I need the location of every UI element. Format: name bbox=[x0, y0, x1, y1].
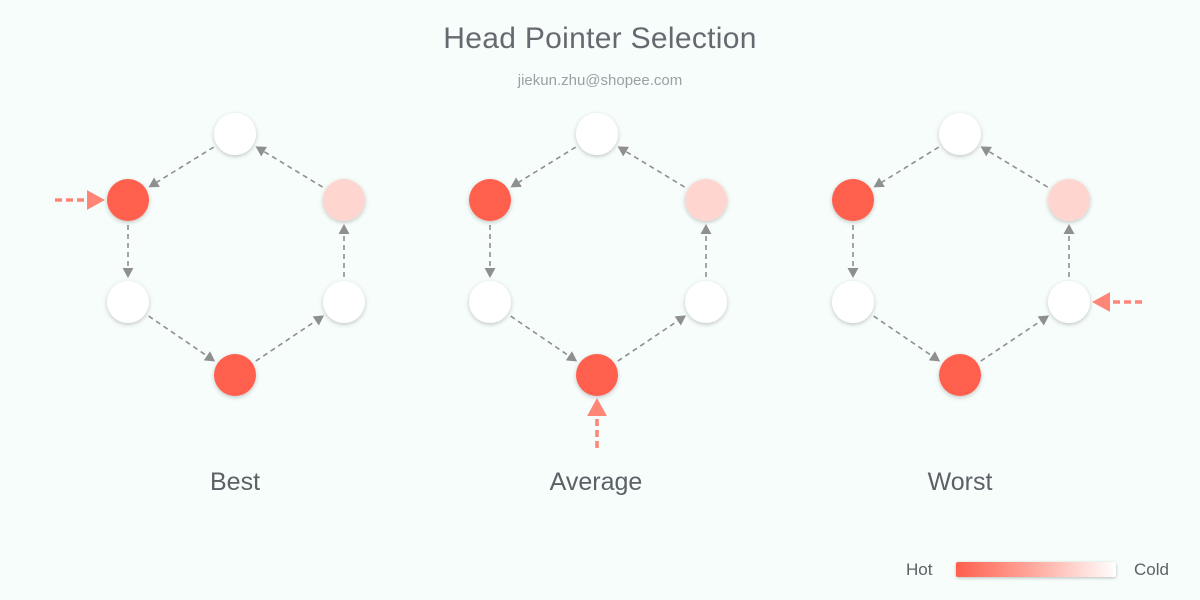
ring-average bbox=[469, 113, 727, 448]
edge-line bbox=[873, 315, 933, 357]
caption-worst: Worst bbox=[927, 468, 993, 496]
ring-best bbox=[55, 113, 365, 396]
edge-arrowhead bbox=[617, 146, 629, 157]
edge-arrowhead bbox=[1063, 224, 1075, 234]
edge-line bbox=[625, 150, 686, 188]
edge-arrowhead bbox=[338, 224, 350, 234]
edge-arrowhead bbox=[148, 177, 160, 188]
edge-arrowhead bbox=[674, 315, 687, 326]
legend-gradient-bar bbox=[956, 562, 1116, 577]
node-lower-right bbox=[323, 281, 365, 323]
node-upper-left bbox=[832, 179, 874, 221]
node-upper-left bbox=[107, 179, 149, 221]
node-lower-left bbox=[469, 281, 511, 323]
edge-arrowhead bbox=[510, 177, 522, 188]
edge-line bbox=[988, 150, 1049, 188]
page-title: Head Pointer Selection bbox=[443, 22, 757, 55]
edge-arrowhead bbox=[255, 146, 267, 157]
node-lower-right bbox=[1048, 281, 1090, 323]
head-pointer-arrowhead bbox=[1092, 292, 1110, 312]
node-upper-right bbox=[685, 179, 727, 221]
page-subtitle: jiekun.zhu@shopee.com bbox=[517, 72, 683, 89]
edge-arrowhead bbox=[980, 146, 992, 157]
edge-line bbox=[156, 146, 215, 183]
edge-arrowhead bbox=[928, 351, 941, 362]
head-pointer-arrowhead bbox=[587, 398, 607, 416]
edge-line bbox=[263, 150, 324, 188]
edge-line bbox=[881, 146, 940, 183]
node-lower-left bbox=[832, 281, 874, 323]
edge-arrowhead bbox=[847, 268, 859, 278]
head-pointer-arrowhead bbox=[87, 190, 105, 210]
edge-arrowhead bbox=[1037, 315, 1050, 326]
edge-line bbox=[980, 320, 1042, 362]
node-lower-left bbox=[107, 281, 149, 323]
edge-arrowhead bbox=[565, 351, 578, 362]
caption-average: Average bbox=[549, 468, 643, 496]
node-bottom bbox=[939, 354, 981, 396]
node-upper-left bbox=[469, 179, 511, 221]
edge-line bbox=[518, 146, 577, 183]
node-lower-right bbox=[685, 281, 727, 323]
edge-line bbox=[255, 320, 317, 362]
edge-line bbox=[148, 315, 208, 357]
node-top bbox=[214, 113, 256, 155]
node-bottom bbox=[214, 354, 256, 396]
node-bottom bbox=[576, 354, 618, 396]
node-top bbox=[939, 113, 981, 155]
edge-arrowhead bbox=[484, 268, 496, 278]
edge-arrowhead bbox=[122, 268, 134, 278]
node-upper-right bbox=[323, 179, 365, 221]
edge-arrowhead bbox=[203, 351, 216, 362]
node-top bbox=[576, 113, 618, 155]
edge-arrowhead bbox=[700, 224, 712, 234]
edge-line bbox=[617, 320, 679, 362]
edge-line bbox=[510, 315, 570, 357]
caption-best: Best bbox=[209, 468, 261, 496]
edge-arrowhead bbox=[312, 315, 325, 326]
node-upper-right bbox=[1048, 179, 1090, 221]
legend-hot-label: Hot bbox=[906, 560, 933, 579]
legend-cold-label: Cold bbox=[1134, 560, 1169, 579]
edge-arrowhead bbox=[873, 177, 885, 188]
ring-worst bbox=[832, 113, 1142, 396]
